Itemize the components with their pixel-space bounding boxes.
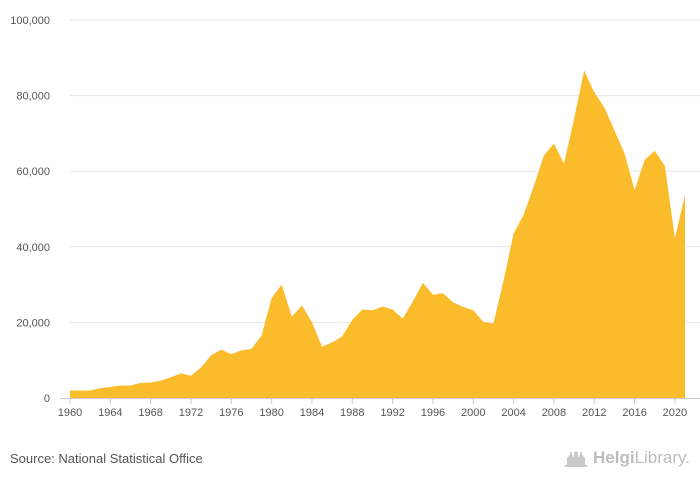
x-tick-label: 2008 (542, 407, 566, 419)
area-series (69, 70, 686, 399)
y-axis-ticks: 0 20,000 40,000 60,000 80,000 100,000 (10, 15, 50, 405)
brand-name-bold: Helgi (593, 448, 635, 467)
x-tick-label: 1960 (58, 407, 82, 419)
x-tick-label: 1972 (179, 407, 203, 419)
area-fill (70, 70, 685, 399)
y-tick-label: 0 (44, 393, 50, 405)
x-tick-label: 2020 (663, 407, 687, 419)
brand-name: HelgiLibrary. (593, 448, 690, 468)
x-tick-label: 1980 (259, 407, 283, 419)
x-tick-label: 1988 (340, 407, 364, 419)
x-tick-label: 2012 (582, 407, 606, 419)
brand-logo[interactable]: HelgiLibrary. (565, 448, 690, 468)
x-tick-label: 2000 (461, 407, 485, 419)
x-tick-label: 2016 (622, 407, 646, 419)
source-text: Source: National Statistical Office (10, 451, 203, 466)
y-tick-label: 80,000 (16, 91, 50, 103)
y-tick-label: 60,000 (16, 166, 50, 178)
y-tick-label: 20,000 (16, 317, 50, 329)
x-tick-label: 2004 (501, 407, 525, 419)
x-tick-label: 1968 (138, 407, 162, 419)
x-tick-label: 1984 (300, 407, 324, 419)
chart-footer: Source: National Statistical Office Helg… (0, 440, 700, 483)
x-tick-label: 1992 (380, 407, 404, 419)
brand-name-normal: Library. (634, 448, 690, 467)
x-tick-label: 1976 (219, 407, 243, 419)
x-axis-ticks: 1960 1964 1968 1972 1976 1980 1984 1988 1992 1996… (58, 398, 687, 419)
x-tick-label: 1996 (421, 407, 445, 419)
x-tick-label: 1964 (98, 407, 122, 419)
y-tick-label: 100,000 (10, 15, 50, 27)
area-chart: 1960 1964 1968 1972 1976 1980 1984 1988 1992 1996… (10, 15, 700, 419)
library-building-icon (565, 451, 587, 467)
y-tick-label: 40,000 (16, 242, 50, 254)
